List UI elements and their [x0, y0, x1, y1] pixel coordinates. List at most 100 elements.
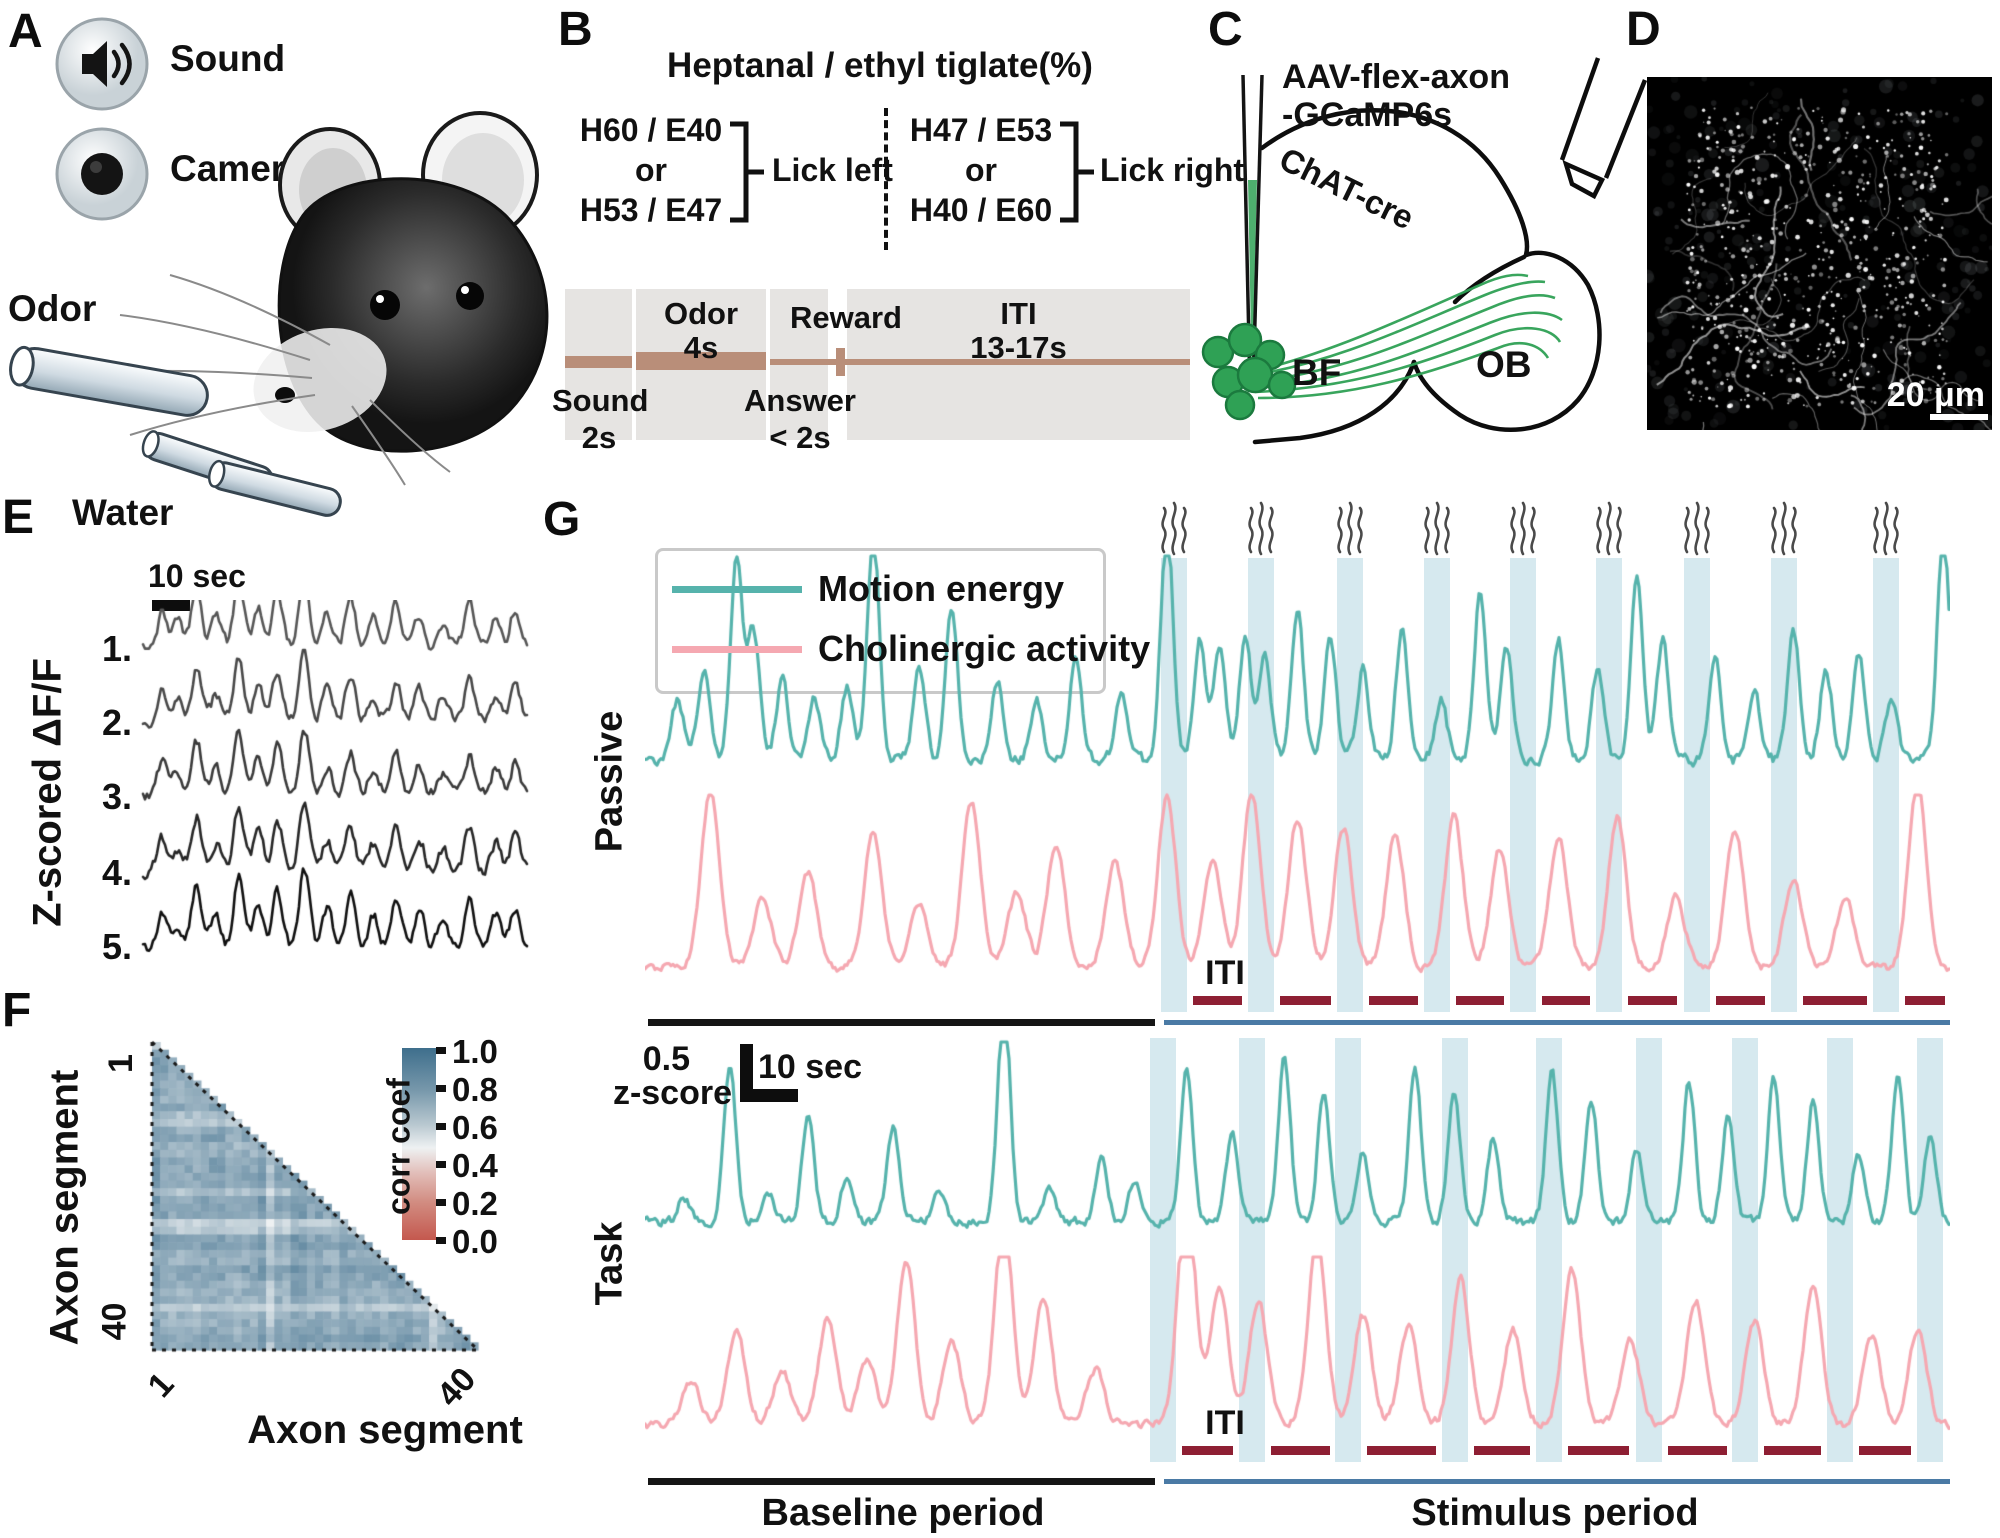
timeline-answer-duration: < 2s	[769, 420, 831, 455]
camera-icon	[55, 127, 149, 221]
g-amp-scalebar-unit: z-score	[612, 1074, 732, 1112]
baseline-period-label: Baseline period	[761, 1492, 1045, 1534]
f-ytick-1: 1	[101, 1054, 140, 1073]
colorbar-tick	[436, 1047, 446, 1054]
mixture-right-bottom: H40 / E60	[909, 192, 1053, 228]
stimulus-period-line-passive	[1164, 1020, 1950, 1025]
iti-dash	[1859, 1446, 1911, 1455]
iti-dash	[1764, 1446, 1821, 1455]
g-amp-scalebar-value: 0.5	[642, 1040, 690, 1078]
g-time-scalebar	[740, 1089, 798, 1102]
g-time-scalebar-label: 10 sec	[758, 1048, 862, 1086]
virus-label-line1: AAV-flex-axon	[1282, 58, 1510, 96]
microscopy-scalebar-label: 20 μm	[1886, 376, 1985, 414]
f-xtick-40: 40	[429, 1360, 484, 1414]
mouse-illustration	[9, 111, 549, 517]
odor-stimulus-icon	[1334, 500, 1366, 556]
legend-motion-label: Motion energy	[818, 568, 1065, 609]
cbar-tick-06: 0.6	[452, 1109, 498, 1146]
ob-label: OB	[1476, 344, 1532, 385]
sound-label: Sound	[170, 38, 286, 79]
odor-stimulus-icon	[1681, 500, 1713, 556]
timeline-bar-odor	[636, 352, 766, 370]
panel-letter-d: D	[1626, 3, 1661, 56]
water-label: Water	[72, 492, 174, 533]
mixture-right-or: or	[965, 152, 997, 188]
odor-stimulus-icon	[1507, 500, 1539, 556]
colorbar	[402, 1048, 436, 1240]
odor-stimulus-icon	[1158, 500, 1190, 556]
mixture-left-bottom: H53 / E47	[579, 192, 723, 228]
baseline-period-line-task	[648, 1478, 1155, 1485]
timeline-reward-label: Reward	[790, 300, 902, 335]
panel-letter-b: B	[558, 3, 593, 56]
iti-dash	[1474, 1446, 1530, 1455]
odor-stimulus-icon	[1245, 500, 1277, 556]
panel-letter-f: F	[2, 984, 32, 1037]
left-bracket	[730, 121, 764, 223]
odor-stimulus-icon	[1768, 500, 1800, 556]
stimulus-period-label: Stimulus period	[1411, 1492, 1699, 1534]
mouse-whiskers	[109, 274, 451, 486]
iti-dash	[1280, 996, 1331, 1005]
colorbar-tick	[436, 1237, 446, 1244]
mixture-left-or: or	[635, 152, 667, 188]
cbar-tick-02: 0.2	[452, 1185, 498, 1222]
microscopy-scalebar	[1930, 414, 1988, 420]
timeline-iti-duration: 13-17s	[970, 330, 1067, 365]
activity-traces	[645, 500, 1950, 1475]
cbar-tick-00: 0.0	[452, 1223, 498, 1260]
lick-left-label: Lick left	[772, 152, 893, 188]
cbar-tick-04: 0.4	[452, 1147, 498, 1184]
timeline-reward-tick	[836, 348, 845, 376]
iti-label-task: ITI	[1205, 1404, 1245, 1442]
iti-dash	[1542, 996, 1590, 1005]
legend-motion-swatch	[672, 586, 802, 593]
odor-stimulus-icon	[1421, 500, 1453, 556]
odor-stimulus-icon	[1593, 500, 1625, 556]
iti-dash	[1271, 1446, 1330, 1455]
f-xtick-1: 1	[140, 1365, 182, 1405]
g-amp-scalebar	[740, 1044, 753, 1102]
zscored-dff-traces	[135, 600, 535, 990]
panel-letter-a: A	[8, 5, 43, 58]
panel-letter-g: G	[543, 493, 581, 546]
cholinergic-axons	[1254, 273, 1563, 400]
e-y-axis-label: Z-scored ΔF/F	[25, 658, 70, 927]
trace-id-2: 2.	[101, 702, 132, 743]
iti-dash	[1803, 996, 1867, 1005]
odor-stimulus-icon	[1870, 500, 1902, 556]
iti-dash	[1568, 1446, 1629, 1455]
timeline-bar-iti	[770, 359, 1190, 365]
timeline-sound-duration: 2s	[581, 420, 617, 455]
panel-letter-e: E	[2, 491, 35, 544]
colorbar-tick	[436, 1199, 446, 1206]
f-x-axis-label: Axon segment	[247, 1408, 523, 1452]
mixture-left-top: H60 / E40	[579, 112, 723, 148]
timeline-odor-duration: 4s	[683, 330, 719, 365]
bf-label: BF	[1292, 352, 1342, 393]
colorbar-tick	[436, 1085, 446, 1092]
bf-cell-cluster	[1201, 322, 1297, 421]
odor-mixture-title: Heptanal / ethyl tiglate(%)	[667, 46, 1093, 85]
timeline-answer-label: Answer	[744, 383, 856, 418]
iti-dash	[1367, 1446, 1436, 1455]
cbar-tick-08: 0.8	[452, 1071, 498, 1108]
e-time-scalebar-label: 10 sec	[148, 558, 246, 594]
iti-dash	[1182, 1446, 1233, 1455]
iti-dash	[1716, 996, 1765, 1005]
microscope-objective-icon	[1559, 57, 1648, 200]
trace-id-5: 5.	[101, 926, 132, 967]
water-tube	[207, 459, 342, 517]
timeline-iti-label: ITI	[1000, 296, 1037, 331]
iti-dash	[1193, 996, 1242, 1005]
trace-id-4: 4.	[101, 852, 132, 893]
lick-right-label: Lick right	[1100, 152, 1245, 188]
trace-id-1: 1.	[101, 628, 132, 669]
panel-letter-c: C	[1208, 3, 1243, 56]
timeline-sound-label: Sound	[552, 383, 649, 418]
iti-dash	[1456, 996, 1504, 1005]
odor-label: Odor	[8, 288, 97, 329]
iti-dash	[1668, 1446, 1727, 1455]
